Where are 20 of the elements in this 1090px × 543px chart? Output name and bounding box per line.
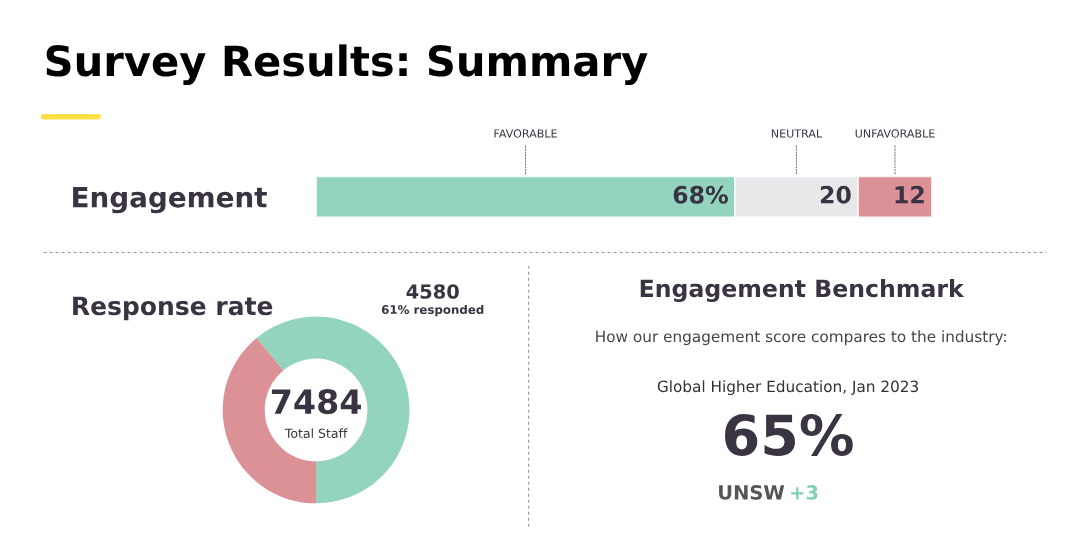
text: Total Staff	[284, 428, 348, 439]
text: UNFAVORABLE	[855, 129, 935, 138]
text: How our engagement score compares to the industry:	[596, 330, 1006, 346]
chart-title: Response rate	[73, 296, 273, 321]
text: UNSW	[719, 485, 785, 500]
text: 65%	[725, 413, 853, 456]
text: +3	[791, 485, 818, 500]
text: Engagement Benchmark	[640, 278, 965, 303]
text: Global Higher Education, Jan 2023	[657, 380, 918, 396]
data-label: 20	[820, 185, 851, 204]
text: 7484	[271, 388, 361, 415]
text: NEUTRAL	[771, 129, 823, 138]
text: 4580	[406, 284, 459, 299]
chart-title: Survey Results: Summary	[46, 44, 648, 86]
text: 61% responded	[381, 304, 484, 317]
text: FAVORABLE	[494, 129, 557, 138]
donut-slice	[256, 316, 410, 504]
data-label: 68%	[673, 185, 728, 204]
y-tick-label: Engagement	[73, 187, 267, 214]
data-label: 12	[895, 185, 924, 204]
